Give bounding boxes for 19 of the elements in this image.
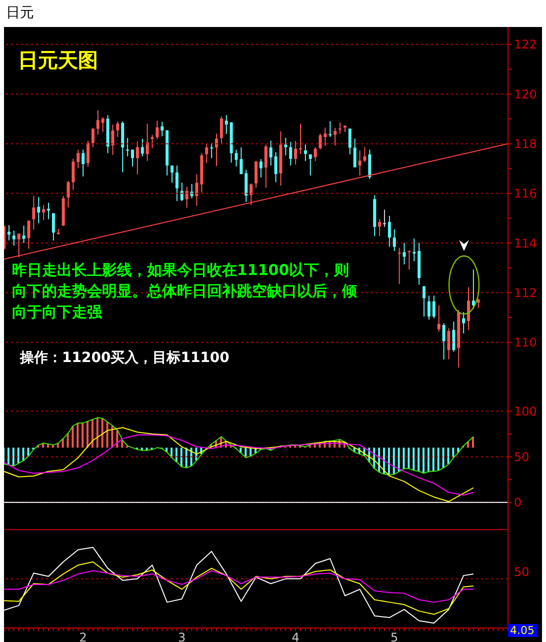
x-tick-label: 3: [178, 630, 186, 642]
y-tick-label: 120: [514, 87, 537, 102]
y-tick-label: 50: [514, 450, 530, 464]
y-tick-label: 116: [514, 186, 537, 201]
annotation: 昨日走出长上影线，如果今日收在11100以下，则向下的走势会明显。总体昨日回补跳空缺口以后，倾向于向下走强: [12, 260, 357, 323]
text: 4.05: [508, 624, 536, 637]
y-tick-label: 118: [514, 136, 537, 151]
y-tick-label: 0: [514, 496, 522, 510]
text: 日元天图: [18, 47, 98, 74]
annotation: 操作：11200买入，目标11100: [20, 349, 230, 367]
y-tick-label: 110: [514, 336, 537, 350]
y-tick-label: 100: [514, 404, 537, 418]
chart-title: 日元: [6, 4, 34, 22]
x-tick-label: 4: [292, 630, 300, 642]
x-tick-label: 2: [79, 630, 87, 642]
y-tick-label: 122: [514, 38, 537, 52]
y-tick-label: 114: [514, 236, 537, 250]
x-tick-label: 5: [390, 630, 398, 642]
y-tick-label: 112: [514, 286, 537, 300]
